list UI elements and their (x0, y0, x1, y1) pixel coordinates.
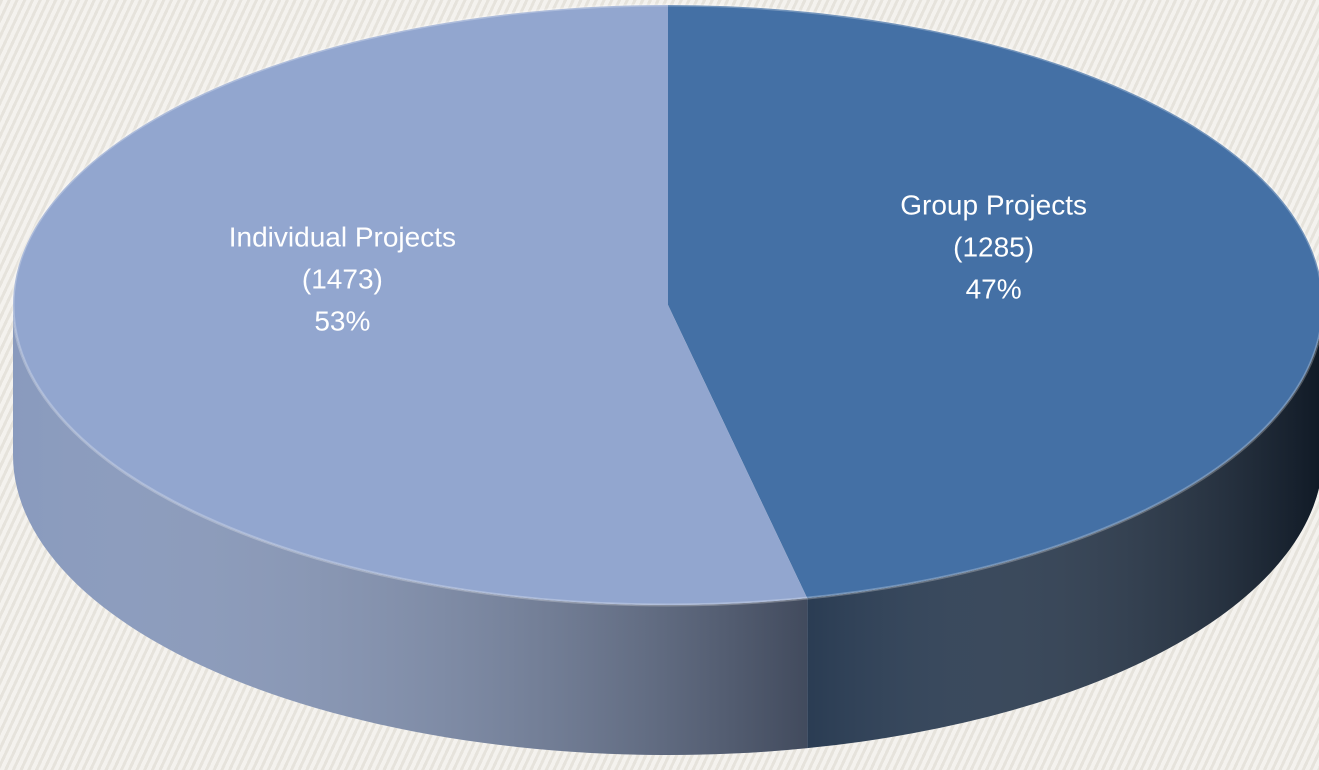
slice-label: Group Projects (900, 189, 1087, 220)
slice-top (12, 5, 808, 605)
pie-tops (11, 3, 1319, 607)
pie-sides (13, 305, 1319, 755)
slice-value-label: (1473) (302, 263, 383, 294)
slice-value-label: (1285) (953, 231, 1034, 262)
slice-percent-label: 47% (966, 273, 1022, 304)
slice-percent-label: 53% (314, 305, 370, 336)
slice-label: Individual Projects (229, 221, 456, 252)
slice-top (668, 5, 1319, 599)
rim-highlight (11, 3, 1319, 607)
slice-side-shade (807, 337, 1319, 749)
pie-labels: Group Projects (1285) 47% Individual Projec… (229, 189, 1087, 336)
slice-side-shade (13, 305, 808, 755)
